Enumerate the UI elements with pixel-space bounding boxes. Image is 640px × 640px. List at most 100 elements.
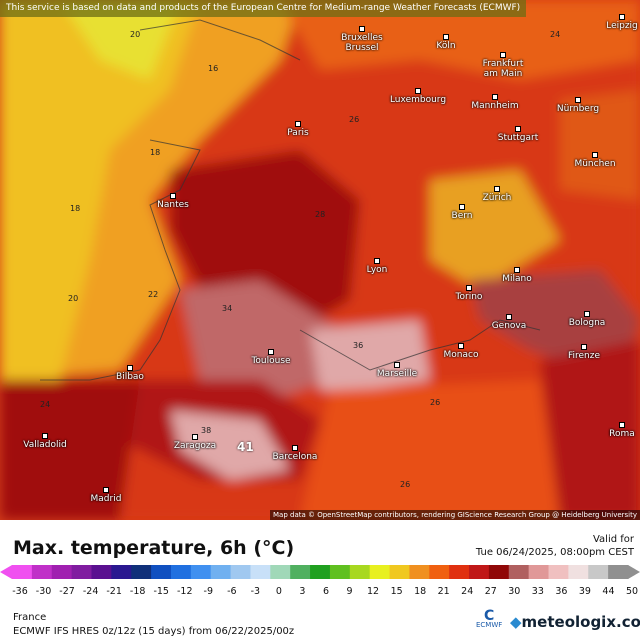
colorbar-tick-label: -36 <box>12 586 28 597</box>
colorbar-tick-label: -6 <box>227 586 237 597</box>
city-label: Bilbao <box>100 365 160 382</box>
colorbar-tick-label: 44 <box>602 586 615 597</box>
colorbar-tick-label: -12 <box>177 586 193 597</box>
colorbar-tick-label: 39 <box>578 586 591 597</box>
colorbar-tick-label: -9 <box>203 586 214 597</box>
colorbar-tick-label: 27 <box>484 586 497 597</box>
map-credit[interactable]: Map data © OpenStreetMap contributors, r… <box>270 510 640 520</box>
colorbar-segment <box>389 565 410 579</box>
colorbar-segment <box>369 565 391 579</box>
colorbar-segment <box>250 565 271 579</box>
city-label: Torino <box>439 285 499 302</box>
colorbar-segment <box>349 565 371 579</box>
city-label: Zaragoza <box>165 434 225 451</box>
colorbar-arrow <box>0 565 12 579</box>
temperature-colorbar <box>0 565 640 579</box>
contour-label: 24 <box>40 400 51 409</box>
colorbar-segment <box>131 565 152 579</box>
colorbar-tick-label: 15 <box>390 586 403 597</box>
colorbar-tick-label: 30 <box>508 586 521 597</box>
colorbar-segment <box>568 565 589 579</box>
colorbar-segment <box>290 565 311 579</box>
colorbar-tick-label: -30 <box>35 586 52 597</box>
city-label: Roma <box>592 422 640 439</box>
colorbar-segment <box>449 565 470 579</box>
city-label: Nürnberg <box>548 97 608 114</box>
contour-label: 18 <box>150 148 161 157</box>
colorbar-segment <box>429 565 450 579</box>
colorbar-segment <box>111 565 132 579</box>
valid-label: Valid for <box>592 534 634 545</box>
city-label: Luxembourg <box>388 88 448 105</box>
city-label: Zürich <box>467 186 527 203</box>
city-label: Leipzig <box>592 14 640 31</box>
colorbar-segment <box>12 565 33 579</box>
contour-label: 20 <box>130 30 141 39</box>
colorbar-tick-label: 0 <box>275 586 282 597</box>
contour-label: 16 <box>208 64 219 73</box>
colorbar-segment <box>71 565 92 579</box>
city-label: Marseille <box>367 362 427 379</box>
city-label: Bern <box>432 204 492 221</box>
colorbar-tick-label: 24 <box>461 586 474 597</box>
city-label: Valladolid <box>15 433 75 450</box>
region-label: France <box>13 612 47 623</box>
colorbar-tick-label: -18 <box>129 586 146 597</box>
colorbar-segment <box>329 565 351 579</box>
city-label: Stuttgart <box>488 126 548 143</box>
contour-label: 26 <box>349 115 360 124</box>
colorbar-tick-label: 18 <box>414 586 427 597</box>
contour-label: 38 <box>201 426 212 435</box>
colorbar-tick-label: 50 <box>625 586 639 597</box>
colorbar-segment <box>31 565 53 579</box>
colorbar-segment <box>51 565 73 579</box>
contour-label: 22 <box>148 290 159 299</box>
contour-label: 34 <box>222 304 233 313</box>
colorbar-tick-label: 9 <box>346 586 353 597</box>
colorbar-segment <box>210 565 232 579</box>
contour-label: 24 <box>550 30 561 39</box>
colorbar-tick-label: 21 <box>437 586 450 597</box>
colorbar-segment <box>608 565 629 579</box>
ecmwf-logo: C ECMWF <box>476 608 503 629</box>
peak-temperature-label: 41 <box>237 440 254 454</box>
temperature-field <box>0 0 640 520</box>
valid-time-value: Tue 06/24/2025, 08:00pm CEST <box>475 547 634 558</box>
city-label: Firenze <box>554 344 614 361</box>
colorbar-tick-label: -15 <box>153 586 169 597</box>
colorbar-segment <box>170 565 192 579</box>
droplet-icon: ◆ <box>510 613 522 631</box>
city-label: Monaco <box>431 343 491 360</box>
city-label: Bruxelles Brussel <box>332 26 392 53</box>
colorbar-segment <box>528 565 550 579</box>
temperature-map[interactable]: This service is based on data and produc… <box>0 0 640 520</box>
model-info: ECMWF IFS HRES 0z/12z (15 days) from 06/… <box>13 626 295 637</box>
contour-label: 36 <box>353 341 364 350</box>
contour-label: 26 <box>430 398 441 407</box>
colorbar-segment <box>151 565 172 579</box>
city-label: Milano <box>487 267 547 284</box>
colorbar-segment <box>588 565 609 579</box>
colorbar-tick-label: 6 <box>322 586 330 597</box>
colorbar-arrow <box>628 565 640 579</box>
colorbar-segment <box>230 565 251 579</box>
colorbar-tick-label: -21 <box>106 586 122 597</box>
city-label: Genova <box>479 314 539 331</box>
contour-label: 18 <box>70 204 81 213</box>
city-label: Köln <box>416 34 476 51</box>
city-label: Barcelona <box>265 445 325 462</box>
colorbar-segment <box>270 565 291 579</box>
colorbar-segment <box>91 565 112 579</box>
city-label: Lyon <box>347 258 407 275</box>
city-label: Paris <box>268 121 328 138</box>
meteologix-logo[interactable]: ◆meteologix.com <box>510 613 640 631</box>
colorbar-segment <box>469 565 490 579</box>
colorbar-tick-label: -27 <box>59 586 75 597</box>
colorbar-segment <box>488 565 510 579</box>
colorbar-segment <box>508 565 530 579</box>
colorbar-tick-label: 36 <box>555 586 568 597</box>
contour-label: 28 <box>315 210 326 219</box>
colorbar-tick-label: 12 <box>367 586 380 597</box>
colorbar-segment <box>548 565 569 579</box>
city-label: Frankfurt am Main <box>473 52 533 79</box>
